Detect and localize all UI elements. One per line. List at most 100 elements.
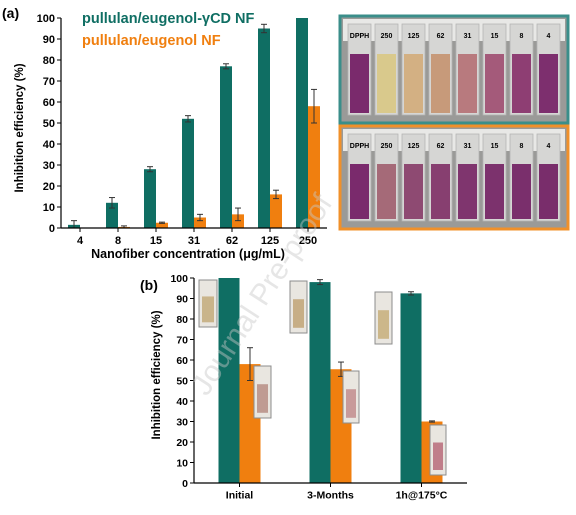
cuvette-label: 15 [491, 33, 499, 40]
cuvette-insets-b [198, 279, 447, 476]
y-tick-label: 20 [43, 181, 55, 193]
bar-orange [232, 214, 244, 228]
y-tick-label: 30 [43, 160, 55, 172]
x-tick-label: 8 [115, 235, 121, 247]
x-tick-label: 3-Months [307, 490, 354, 502]
panel-label-a: (a) [2, 5, 19, 21]
cuvette-label: 125 [408, 143, 420, 150]
y-tick-label: 60 [176, 355, 188, 367]
cuvette-solution [485, 54, 504, 113]
bar-orange [270, 194, 282, 228]
cuvette-label: 250 [381, 33, 393, 40]
cuvette-solution [458, 54, 477, 113]
cuvette-solution [539, 54, 558, 113]
y-tick-label: 40 [43, 139, 55, 151]
photo-backdrop [343, 19, 565, 41]
cuvette-label: 31 [464, 143, 472, 150]
chart-b: (b) 0 10 20 30 40 50 60 70 80 90 100 Initial 3-Month… [140, 273, 467, 502]
bar-orange [308, 106, 320, 228]
cuvette-label: 8 [520, 33, 524, 40]
y-tick-label: 10 [176, 458, 188, 470]
x-tick-label: 62 [226, 235, 238, 247]
panel-label-b: (b) [140, 277, 158, 293]
cuvette-solution [350, 164, 369, 219]
y-tick-label: 100 [170, 273, 188, 285]
y-axis-label-a: Inhibition efficiency (%) [14, 63, 26, 192]
cuvette-solution [377, 164, 396, 219]
bar-teal [296, 18, 308, 228]
cuvette-solution [431, 54, 450, 113]
y-tick-label: 60 [43, 97, 55, 109]
y-tick-label: 20 [176, 437, 188, 449]
bar-teal [220, 66, 232, 228]
axes-a: 0 10 20 30 40 50 60 70 80 90 100 4 8 15 31 62 125 250 [37, 13, 327, 247]
y-tick-label: 10 [43, 202, 55, 214]
cuvette-label: 4 [547, 143, 551, 150]
bar-teal [144, 169, 156, 228]
y-tick-label: 0 [182, 478, 188, 490]
cuvette-label: 4 [547, 33, 551, 40]
cuvette-photos: DPPH 250 125 62 31 15 8 4 DPPH 250 125 62 31 15 8 4 [338, 14, 570, 231]
photo-backdrop [343, 129, 565, 151]
x-tick-label: 250 [299, 235, 317, 247]
x-axis-label-a: Nanofiber concentration (μg/mL) [91, 247, 285, 261]
cuvette-inset-solution [433, 442, 443, 470]
x-tick-label: 15 [150, 235, 162, 247]
cuvette-inset-solution [293, 299, 304, 328]
x-tick-label: Initial [226, 490, 254, 502]
legend-entry-eugenol: pullulan/eugenol NF [82, 33, 221, 49]
y-tick-label: 100 [37, 13, 55, 25]
cuvette-label: 62 [437, 143, 445, 150]
x-tick-label: 1h@175°C [396, 490, 448, 502]
bar-teal [258, 28, 270, 228]
cuvette-solution [350, 54, 369, 113]
y-tick-label: 70 [176, 335, 188, 347]
cuvette-solution [431, 164, 450, 219]
cuvette-solution [404, 164, 423, 219]
bar-teal [182, 118, 194, 228]
cuvette-solution [512, 164, 531, 219]
x-tick-label: 4 [77, 235, 84, 247]
cuvette-solution [458, 164, 477, 219]
bar-teal [309, 282, 331, 483]
y-tick-label: 40 [176, 396, 188, 408]
cuvette-solution [512, 54, 531, 113]
y-tick-label: 80 [176, 314, 188, 326]
bar-teal [400, 293, 422, 483]
cuvette-label: DPPH [350, 143, 369, 150]
cuvette-label: 62 [437, 33, 445, 40]
y-axis-label-b: Inhibition efficiency (%) [151, 310, 163, 439]
x-tick-label: 31 [188, 235, 200, 247]
cuvette-solution [377, 54, 396, 113]
bar-teal [106, 202, 118, 228]
chart-a: (a) pullulan/eugenol-γCD NF pullulan/eug… [2, 5, 327, 261]
y-tick-label: 0 [49, 223, 55, 235]
bar-orange [156, 222, 168, 228]
bar-orange [194, 217, 206, 228]
cuvette-solution [539, 164, 558, 219]
cuvette-label: DPPH [350, 33, 369, 40]
y-tick-label: 90 [176, 294, 188, 306]
cuvette-inset-solution [202, 296, 214, 323]
cuvette-solution [485, 164, 504, 219]
y-tick-label: 70 [43, 76, 55, 88]
x-tick-label: 125 [261, 235, 279, 247]
cuvette-inset-solution [378, 310, 389, 339]
cuvette-label: 8 [520, 143, 524, 150]
y-tick-label: 30 [176, 417, 188, 429]
bars-a [68, 18, 320, 229]
y-tick-label: 50 [43, 118, 55, 130]
cuvette-label: 15 [491, 143, 499, 150]
bar-teal [218, 278, 240, 483]
cuvette-label: 250 [381, 143, 393, 150]
legend-entry-gcd: pullulan/eugenol-γCD NF [82, 11, 255, 27]
cuvette-inset-solution [346, 389, 356, 418]
y-tick-label: 80 [43, 55, 55, 67]
cuvette-label: 125 [408, 33, 420, 40]
cuvette-label: 31 [464, 33, 472, 40]
cuvette-solution [404, 54, 423, 113]
y-tick-label: 50 [176, 376, 188, 388]
y-tick-label: 90 [43, 34, 55, 46]
cuvette-inset-solution [257, 384, 268, 413]
